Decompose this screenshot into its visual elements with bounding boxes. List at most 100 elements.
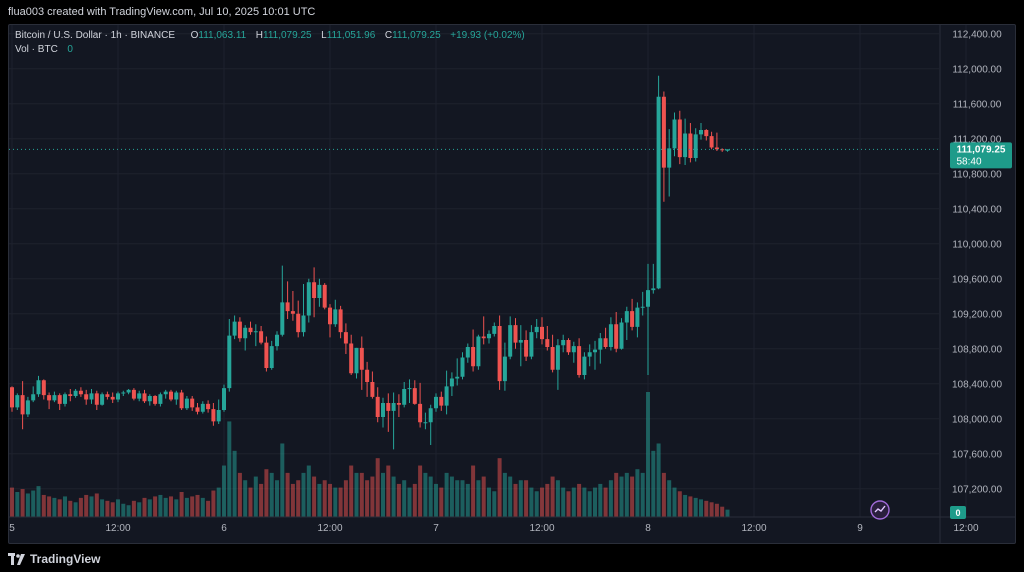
candle-body bbox=[677, 119, 682, 158]
volume-bar bbox=[683, 494, 688, 517]
volume-bar bbox=[147, 499, 152, 517]
candle-body bbox=[94, 393, 99, 405]
candle-body bbox=[78, 390, 83, 395]
volume-bar bbox=[428, 476, 433, 517]
volume-bar bbox=[688, 496, 693, 517]
volume-bar bbox=[137, 502, 142, 517]
candle-body bbox=[608, 324, 613, 347]
candle-body bbox=[174, 392, 179, 400]
price-badge: 111,079.25 58:40 bbox=[950, 142, 1012, 169]
candle-body bbox=[688, 133, 693, 158]
volume-bar bbox=[725, 509, 730, 517]
volume-bar bbox=[338, 487, 343, 517]
candle-body bbox=[603, 338, 608, 347]
candle-body bbox=[434, 396, 438, 409]
volume-bar bbox=[460, 480, 465, 517]
high-value: 111,079.25 bbox=[263, 30, 312, 41]
candle-body bbox=[471, 347, 476, 367]
time-tick-label: 12:00 bbox=[741, 523, 766, 534]
volume-bar bbox=[640, 472, 645, 517]
volume-bar bbox=[290, 483, 295, 517]
candle-body bbox=[524, 340, 529, 357]
candle-body bbox=[222, 388, 226, 410]
price-tick-label: 112,000.00 bbox=[952, 64, 1002, 75]
volume-bar bbox=[169, 496, 173, 517]
candle-body bbox=[656, 96, 661, 289]
replay-icon[interactable] bbox=[870, 500, 890, 520]
volume-bar bbox=[200, 497, 205, 517]
time-tick-label: 7 bbox=[433, 523, 439, 534]
volume-bar bbox=[190, 496, 195, 517]
candle-body bbox=[455, 376, 460, 379]
volume-bar bbox=[444, 472, 449, 517]
candle-body bbox=[84, 394, 89, 400]
candle-body bbox=[672, 119, 677, 149]
price-axis: 107,200.00 107,600.00 108,000.00 108,400.00… bbox=[952, 29, 1002, 495]
candle-body bbox=[349, 343, 354, 374]
candle-body bbox=[704, 130, 709, 137]
volume-bar bbox=[465, 483, 470, 517]
volume-bar bbox=[57, 499, 62, 517]
candle-body bbox=[428, 408, 433, 423]
price-chart[interactable]: 107,200.00 107,600.00 108,000.00 108,400.00… bbox=[9, 25, 1015, 543]
volume-bar bbox=[20, 489, 25, 517]
volume-bar bbox=[333, 487, 338, 517]
volume-bar bbox=[704, 500, 709, 517]
volume-bar bbox=[582, 487, 587, 517]
volume-bar bbox=[275, 480, 279, 517]
volume-bar bbox=[396, 483, 401, 517]
candle-body bbox=[211, 409, 216, 422]
volume-bar bbox=[285, 472, 290, 517]
candle-body bbox=[269, 346, 274, 368]
candle-body bbox=[699, 130, 703, 135]
candle-body bbox=[10, 387, 14, 408]
candle-body bbox=[41, 380, 46, 396]
volume-bar bbox=[116, 499, 120, 517]
volume-bar bbox=[301, 472, 306, 517]
chart-panel[interactable]: 107,200.00 107,600.00 108,000.00 108,400.00… bbox=[8, 24, 1016, 544]
candle-body bbox=[158, 394, 163, 404]
open-value: 111,063.11 bbox=[198, 30, 247, 41]
volume-bar bbox=[89, 496, 94, 517]
volume-bar bbox=[481, 476, 486, 517]
volume-bar bbox=[455, 480, 460, 517]
volume-bar bbox=[487, 487, 491, 517]
candle-body bbox=[714, 147, 719, 150]
candle-body bbox=[68, 394, 73, 396]
volume-bar bbox=[264, 469, 269, 517]
price-tick-label: 110,400.00 bbox=[952, 204, 1002, 215]
volume-bar bbox=[206, 500, 211, 517]
price-tick-label: 108,400.00 bbox=[952, 379, 1002, 390]
volume-bar bbox=[709, 502, 714, 517]
candle-body bbox=[640, 306, 645, 308]
volume-bar bbox=[656, 443, 661, 517]
time-tick-label: 5 bbox=[9, 523, 15, 534]
brand-name: TradingView bbox=[30, 552, 101, 566]
volume-bar bbox=[10, 487, 14, 517]
candle-body bbox=[481, 336, 486, 339]
volume-bar bbox=[100, 499, 105, 517]
volume-bar bbox=[269, 472, 274, 517]
candle-body bbox=[142, 393, 147, 402]
volume-bar bbox=[545, 483, 550, 517]
price-tick-label: 112,400.00 bbox=[952, 29, 1002, 40]
candle-body bbox=[232, 321, 237, 336]
candle-body bbox=[200, 403, 205, 412]
candle-body bbox=[683, 133, 688, 158]
candle-body bbox=[121, 392, 126, 394]
volume-bar bbox=[47, 496, 52, 517]
volume-bar bbox=[391, 476, 396, 517]
candle-body bbox=[661, 96, 666, 168]
candle-body bbox=[518, 340, 523, 343]
volume-bar bbox=[68, 500, 73, 517]
volume-bar bbox=[587, 491, 592, 517]
candle-body bbox=[126, 389, 131, 393]
volume-bar bbox=[624, 472, 629, 517]
candle-body bbox=[195, 407, 200, 412]
candle-body bbox=[105, 394, 110, 397]
candle-body bbox=[338, 309, 343, 333]
volume-bar bbox=[195, 494, 200, 517]
tradingview-logo[interactable]: TradingView bbox=[8, 546, 100, 572]
candle-body bbox=[275, 334, 279, 347]
volume-bar bbox=[508, 476, 513, 517]
